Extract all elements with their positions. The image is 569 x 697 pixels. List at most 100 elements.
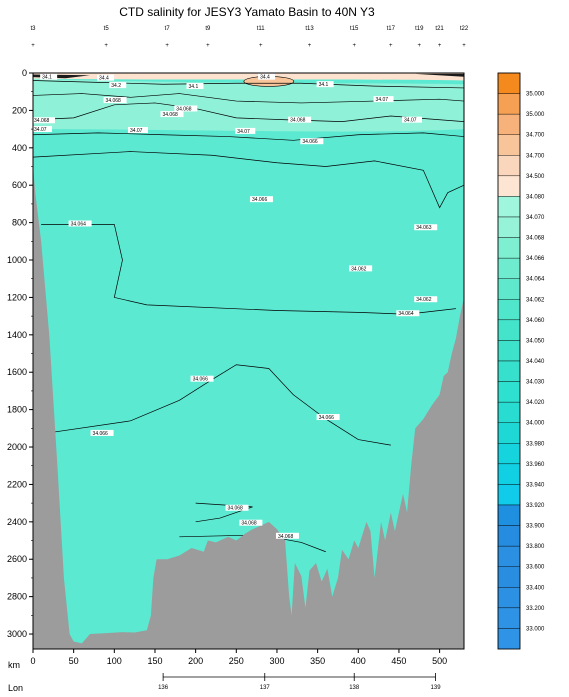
contour-label: 34.068 <box>275 532 299 540</box>
colorbar-swatch <box>497 607 521 629</box>
colorbar-swatch <box>497 237 521 259</box>
colorbar-label: 34.066 <box>526 256 545 262</box>
colorbar-label: 34.030 <box>526 380 545 386</box>
station-marker: + <box>308 43 312 49</box>
contour-label: 34.068 <box>174 105 198 112</box>
colorbar-swatch <box>497 587 521 609</box>
colorbar-swatch <box>497 175 521 197</box>
lon-tick-label: 137 <box>260 685 271 691</box>
lon-tick-label: 139 <box>431 685 442 691</box>
contour-label: 34.066 <box>249 196 273 203</box>
chart-title: CTD salinity for JESY3 Yamato Basin to 4… <box>119 5 375 19</box>
lon-axis-label: Lon <box>8 683 23 693</box>
contour-label-text: 34.064 <box>398 311 414 317</box>
contour-label-text: 34.066 <box>193 377 209 383</box>
colorbar-label: 33.600 <box>526 565 545 571</box>
contour-labels: 34.1 34.434.2 34.134.434.134.06834.06834.0… <box>32 73 438 540</box>
x-tick-label: 200 <box>188 656 203 666</box>
contour-label: 34.1 <box>186 83 204 90</box>
contour-label: 34.07 <box>235 127 256 135</box>
station-marker: + <box>165 43 169 49</box>
colorbar-label: 33.960 <box>526 462 545 468</box>
contour-label: 34.068 <box>225 504 249 512</box>
station-marker: + <box>438 43 442 49</box>
contour-label-text: 34.068 <box>176 106 192 112</box>
contour-label: 34.062 <box>349 265 373 272</box>
y-tick-label: 3000 <box>7 629 27 639</box>
station-marker: + <box>352 43 356 49</box>
station-marker: + <box>259 43 263 49</box>
colorbar-label: 34.064 <box>526 277 545 283</box>
station-label: t17 <box>387 26 396 32</box>
contour-label-bg <box>349 265 373 272</box>
contour-label-text: 34.4 <box>99 76 109 82</box>
colorbar-label: 33.800 <box>526 544 545 550</box>
colorbar-swatch <box>497 422 521 444</box>
station-marker: + <box>418 43 422 49</box>
colorbar-label: 33.920 <box>526 503 545 509</box>
colorbar-swatch <box>497 196 521 218</box>
colorbar-label: 33.980 <box>526 441 545 447</box>
colorbar-label: 34.062 <box>526 297 545 303</box>
distance-axis: 0 50 100 150 200 250 300 350 400 450 500 <box>30 649 447 666</box>
contour-label: 34.1 <box>40 73 58 81</box>
contour-label: 34.068 <box>288 116 312 124</box>
contour-label-text: 34.2 <box>111 83 121 89</box>
y-tick-label: 800 <box>12 218 27 228</box>
colorbar-swatch <box>497 484 521 506</box>
contour-label-text: 34.066 <box>93 431 109 437</box>
contour-label-bg <box>249 196 273 203</box>
colorbar-label: 33.400 <box>526 585 545 591</box>
contour-label-bg <box>186 83 204 90</box>
contour-label-bg <box>109 82 127 89</box>
colorbar-swatch <box>497 155 521 177</box>
contour-label: 34.066 <box>300 138 324 145</box>
contour-label: 34.4 <box>258 73 276 81</box>
contour-label-bg <box>373 96 394 103</box>
colorbar-swatch <box>497 381 521 403</box>
contour-label-text: 34.062 <box>351 266 367 272</box>
colorbar-swatch <box>497 566 521 588</box>
contour-label: 34.064 <box>68 220 92 227</box>
x-tick-label: 50 <box>69 656 79 666</box>
colorbar-swatch <box>497 463 521 485</box>
contour-34-068 <box>32 132 465 141</box>
contour-label-text: 34.068 <box>162 112 178 118</box>
x-tick-label: 150 <box>147 656 162 666</box>
colorbar-swatch <box>497 113 521 135</box>
colorbar-swatch <box>497 628 521 650</box>
station-marker: + <box>389 43 393 49</box>
contour-label-bg <box>414 224 438 231</box>
colorbar-swatch <box>497 443 521 465</box>
contour-label-text: 34.1 <box>319 82 329 88</box>
contour-label-bg <box>300 138 324 145</box>
colorbar-swatch <box>497 545 521 567</box>
y-tick-label: 2800 <box>7 592 27 602</box>
y-tick-label: 0 <box>22 68 27 78</box>
y-tick-label: 1400 <box>7 330 27 340</box>
y-tick-label: 2200 <box>7 479 27 489</box>
colorbar-label: 33.940 <box>526 482 545 488</box>
contour-label-bg <box>316 81 334 88</box>
y-tick-label: 2400 <box>7 517 27 527</box>
contour-label: 34.064 <box>396 310 420 317</box>
colorbar-label: 33.200 <box>526 606 545 612</box>
x-tick-label: 300 <box>269 656 284 666</box>
contour-label-bg <box>402 116 423 123</box>
contour-label-bg <box>174 105 198 112</box>
contour-label-bg <box>103 97 127 104</box>
contour-label-bg <box>288 116 312 123</box>
contour-label: 34.066 <box>316 414 340 421</box>
colorbar-label: 34.070 <box>526 215 545 221</box>
contour-label-text: 34.07 <box>237 129 250 135</box>
colorbar-label: 35.000 <box>526 112 545 118</box>
contour-label-text: 34.068 <box>241 521 257 527</box>
contour-label: 34.068 <box>32 117 55 124</box>
contour-label: 34.1 <box>316 81 334 88</box>
surface-layer <box>33 73 464 81</box>
colorbar-label: 35.000 <box>526 92 545 98</box>
contour-34-064 <box>41 224 456 315</box>
contour-34-07 <box>32 102 465 122</box>
colorbar-label: 34.050 <box>526 338 545 344</box>
